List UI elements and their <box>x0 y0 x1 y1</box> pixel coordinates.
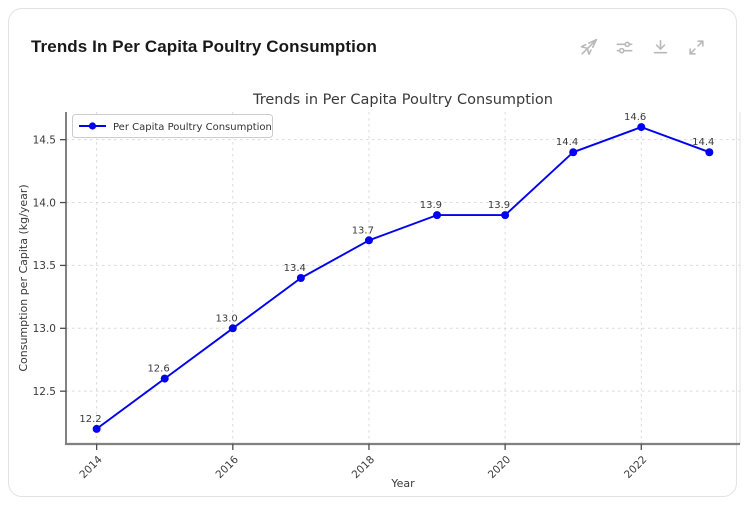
data-point-label: 13.0 <box>216 313 238 324</box>
data-point-label: 14.6 <box>624 112 646 123</box>
y-axis-label: Consumption per Capita (kg/year) <box>17 184 30 371</box>
legend-marker-sample <box>88 122 97 130</box>
x-tick-label: 2014 <box>77 453 105 481</box>
y-tick-label: 14.0 <box>33 197 56 209</box>
data-point <box>92 424 101 433</box>
x-tick-label: 2022 <box>622 454 649 481</box>
x-tick-label: 2016 <box>214 453 242 481</box>
chart-card: Trends In Per Capita Poultry Consumption <box>8 8 741 497</box>
data-point <box>637 123 646 132</box>
data-point-label: 13.9 <box>420 200 442 211</box>
y-tick-label: 13.0 <box>33 323 56 335</box>
poultry-consumption-line-chart: 12.5 13.0 13.5 14.0 14.5 2014 2016 2018 2020 2022… <box>17 92 741 490</box>
data-point-label: 14.4 <box>556 137 578 148</box>
data-point-label: 13.4 <box>284 263 306 274</box>
data-point-label: 12.2 <box>79 414 101 425</box>
expand-icon[interactable] <box>686 37 706 57</box>
toolbar <box>578 37 706 57</box>
chart-title: Trends in Per Capita Poultry Consumption <box>252 92 553 108</box>
sliders-icon[interactable] <box>614 37 634 57</box>
navigation-off-icon[interactable] <box>578 37 598 57</box>
y-tick-label: 12.5 <box>33 386 56 398</box>
card-header: Trends In Per Capita Poultry Consumption <box>31 33 706 61</box>
data-point-label: 14.4 <box>692 137 714 148</box>
data-point <box>501 211 510 220</box>
card-title: Trends In Per Capita Poultry Consumption <box>31 37 377 56</box>
y-tick-label: 14.5 <box>33 134 56 146</box>
x-tick-label: 2018 <box>350 454 377 481</box>
data-point <box>364 236 373 245</box>
data-point <box>569 148 578 157</box>
legend-box <box>72 114 273 138</box>
data-point-label: 13.7 <box>352 225 374 236</box>
data-point <box>296 274 305 282</box>
data-point <box>160 374 169 383</box>
data-point <box>705 148 714 157</box>
legend-label: Per Capita Poultry Consumption <box>113 122 272 133</box>
x-axis-label: Year <box>390 477 415 490</box>
y-tick-label: 13.5 <box>33 260 56 272</box>
data-point <box>433 211 442 220</box>
x-tick-label: 2020 <box>486 454 513 481</box>
download-icon[interactable] <box>650 37 670 57</box>
data-point <box>228 324 237 333</box>
data-point-label: 13.9 <box>488 200 510 211</box>
data-point-label: 12.6 <box>147 364 169 375</box>
series-line <box>96 126 710 430</box>
